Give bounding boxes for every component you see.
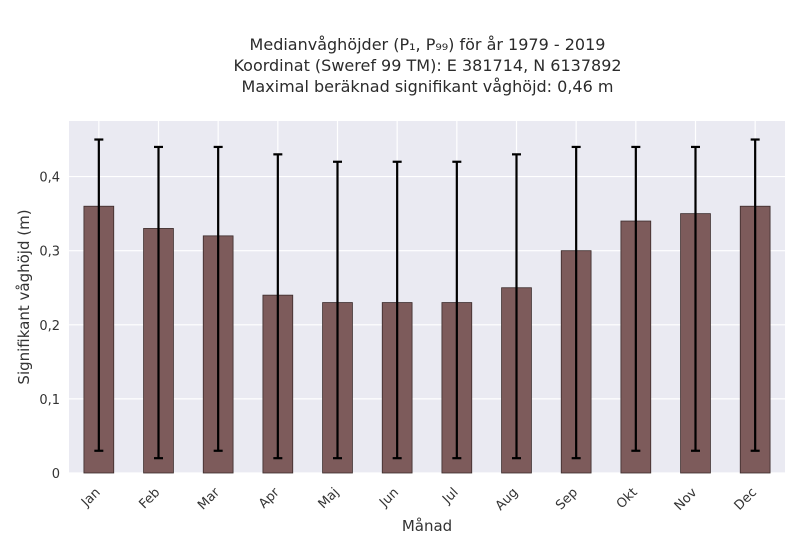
x-tick-label-jul: Jul <box>439 485 461 507</box>
error-bar-jul <box>452 160 462 460</box>
chart-title-line-3: Maximal beräknad signifikant våghöjd: 0,… <box>241 77 614 96</box>
x-tick-label-feb: Feb <box>136 485 163 512</box>
x-tick-label-jan: Jan <box>78 485 103 510</box>
error-bar-okt <box>631 145 641 452</box>
x-tick-label-okt: Okt <box>614 485 641 512</box>
y-tick-label: 0 <box>52 467 60 482</box>
x-axis-label: Månad <box>402 517 452 535</box>
chart-title-line-2: Koordinat (Sweref 99 TM): E 381714, N 61… <box>233 56 622 75</box>
error-bar-dec <box>750 138 760 452</box>
plot-area <box>69 121 785 473</box>
x-tick-label-jun: Jun <box>376 485 402 511</box>
x-tick-label-maj: Maj <box>316 485 343 512</box>
y-tick-label: 0,4 <box>39 171 60 186</box>
error-bar-jan <box>94 138 104 452</box>
x-tick-label-apr: Apr <box>256 485 283 512</box>
error-bar-maj <box>333 160 342 460</box>
y-tick-label: 0,2 <box>39 319 60 334</box>
error-bar-feb <box>154 145 163 460</box>
chart-title: Medianvåghöjder (P₁, P₉₉) för år 1979 - … <box>0 34 800 97</box>
x-tick-label-aug: Aug <box>493 485 522 514</box>
error-bar-mar <box>213 145 223 452</box>
x-tick-label-nov: Nov <box>672 485 701 514</box>
y-tick-label: 0,3 <box>39 245 60 260</box>
x-axis-ticks: Jan Feb Mar Apr Maj Jun Jul Aug Sep Okt Nov Dec <box>78 485 760 514</box>
y-tick-label: 0,1 <box>39 393 60 408</box>
y-axis-ticks: 0 0,1 0,2 0,3 0,4 <box>39 171 60 482</box>
y-axis-label: Signifikant våghöjd (m) <box>15 209 33 384</box>
x-tick-label-dec: Dec <box>732 485 760 513</box>
error-bar-jun <box>392 160 402 460</box>
x-tick-label-mar: Mar <box>195 485 223 513</box>
error-bar-sep <box>571 145 581 460</box>
error-bars <box>94 138 760 460</box>
chart-title-line-1: Medianvåghöjder (P₁, P₉₉) för år 1979 - … <box>249 35 606 54</box>
error-bar-apr <box>273 153 283 460</box>
error-bar-aug <box>512 153 521 460</box>
error-bar-nov <box>691 145 700 452</box>
x-tick-label-sep: Sep <box>553 485 581 513</box>
